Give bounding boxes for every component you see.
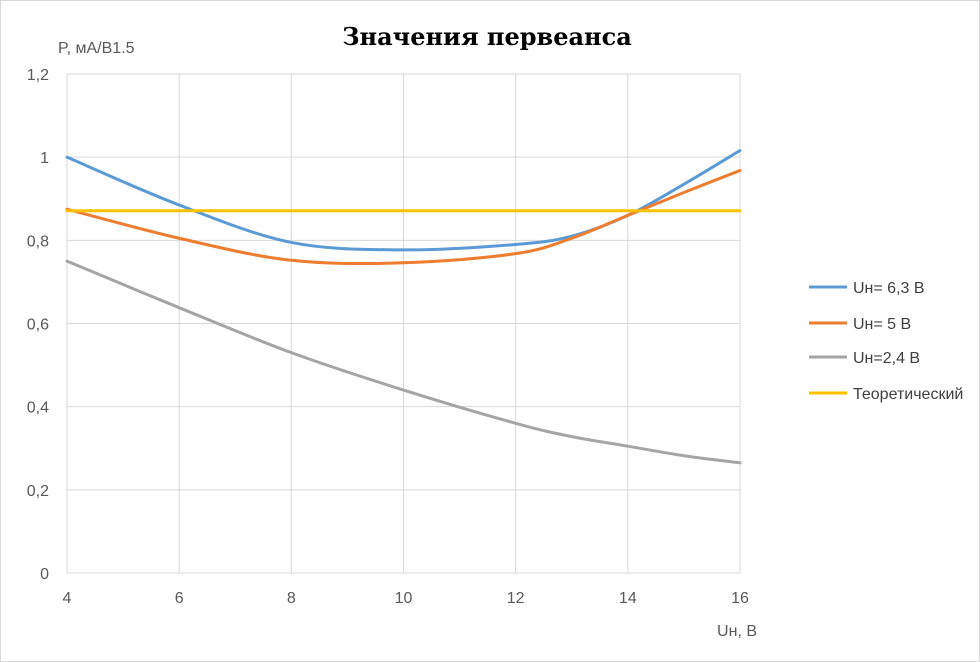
y-tick-label: 0,8	[27, 233, 49, 250]
legend-label: Uн= 5 В	[853, 316, 911, 333]
y-tick-label: 1	[40, 150, 49, 167]
y-tick-label: 0,6	[27, 317, 49, 334]
x-axis-label: Uн, В	[717, 623, 757, 640]
x-tick-label: 16	[731, 590, 749, 607]
chart-title: Значения первеанса	[342, 22, 632, 51]
y-tick-label: 0,2	[27, 483, 49, 500]
y-axis-tick-labels: 0 0,2 0,4 0,6 0,8 1 1,2	[27, 67, 49, 583]
series-lines	[65, 149, 742, 465]
x-tick-label: 14	[619, 590, 637, 607]
legend-label: Uн=2,4 В	[853, 350, 920, 367]
x-tick-label: 6	[175, 590, 184, 607]
legend-label: Uн= 6,3 В	[853, 280, 925, 297]
y-tick-label: 1,2	[27, 67, 49, 84]
legend-label: Теоретический	[853, 386, 963, 403]
series-line-1	[65, 168, 742, 266]
gridlines	[66, 73, 741, 574]
x-tick-label: 8	[287, 590, 296, 607]
series-line-0	[65, 149, 742, 252]
series-line-2	[65, 259, 742, 465]
y-tick-label: 0	[40, 566, 49, 583]
y-tick-label: 0,4	[27, 400, 49, 417]
legend: Uн= 6,3 В Uн= 5 В Uн=2,4 В Теоретический	[809, 280, 963, 403]
x-tick-label: 12	[507, 590, 525, 607]
y-axis-label: P, мА/В1.5	[58, 40, 135, 57]
x-tick-label: 10	[395, 590, 413, 607]
x-axis-tick-labels: 4 6 8 10 12 14 16	[63, 590, 749, 607]
x-tick-label: 4	[63, 590, 72, 607]
